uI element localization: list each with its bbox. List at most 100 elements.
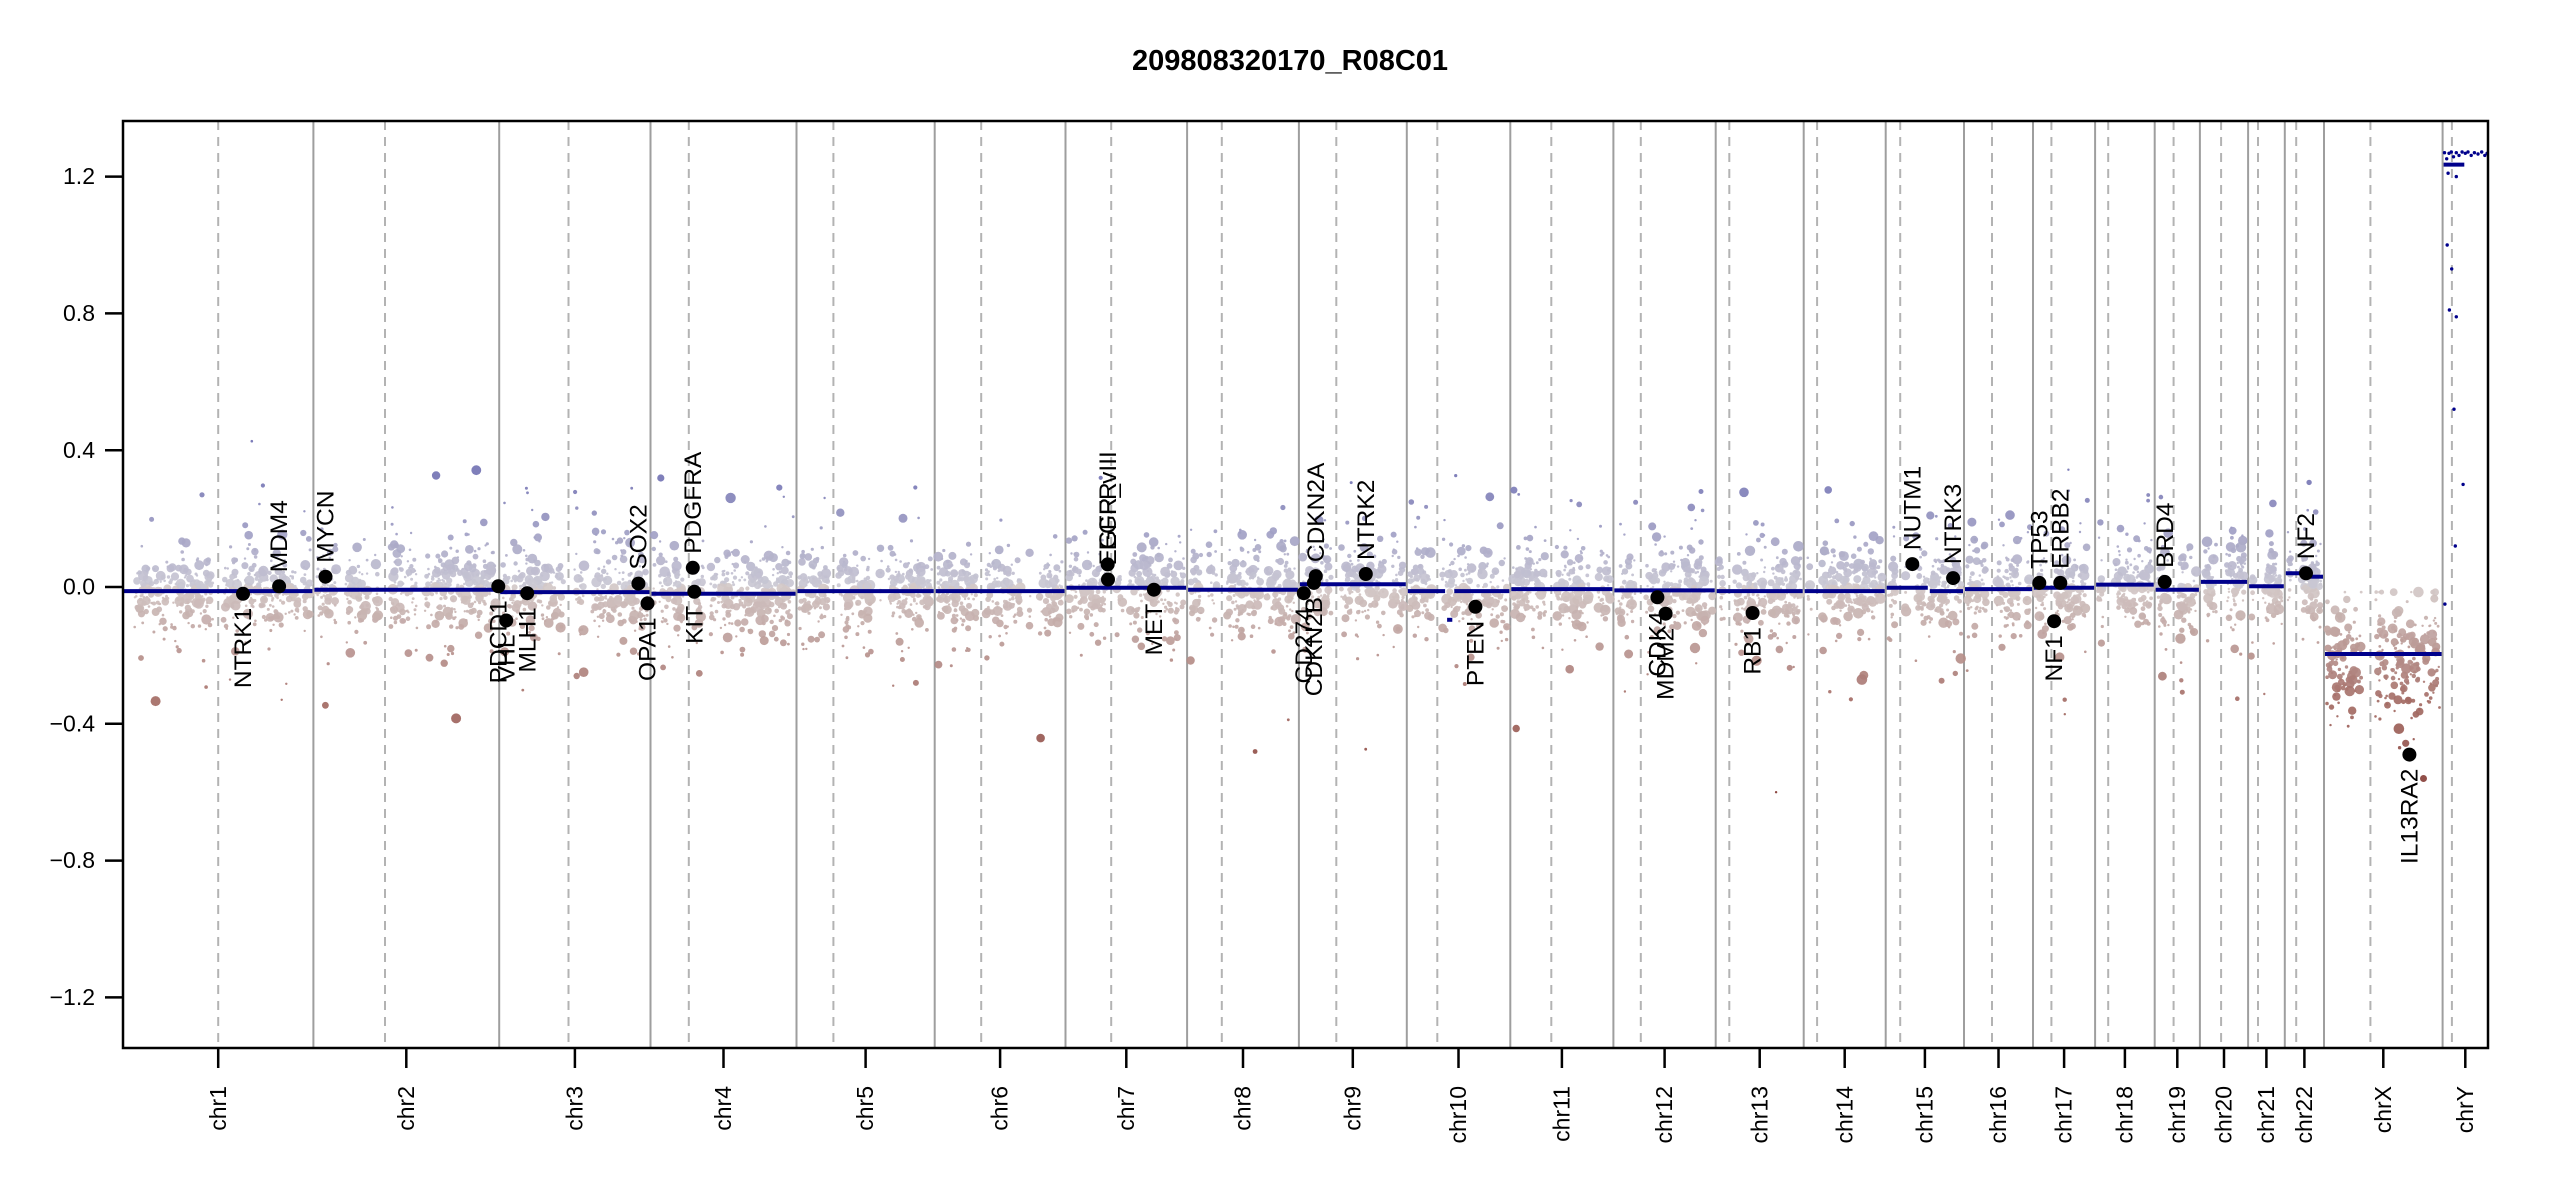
gene-marker-MYCN: MYCN (313, 491, 340, 584)
gene-dot-BRD4 (2157, 574, 2172, 589)
gene-label-KIT: KIT (681, 606, 708, 644)
axes-layer: 1.2 0.8 0.4 0.0 −0.4 −0.8 −1.2 chr1 chr2 chr3 chr4… (50, 163, 2478, 1143)
y-tick-label-−1.2: −1.2 (50, 984, 95, 1010)
scatter-chr2 (313, 465, 501, 724)
y-tick-label-0.4: 0.4 (63, 437, 95, 463)
scatter-chr16 (1963, 510, 2035, 672)
gene-marker-NF2: NF2 (2293, 513, 2320, 581)
gene-label-PTEN: PTEN (1462, 621, 1489, 686)
gene-dot-MET (1146, 582, 1161, 597)
scatter-chr21 (2247, 499, 2285, 696)
scatter-chr18 (2096, 493, 2156, 647)
gene-marker-NTRK2: NTRK2 (1353, 480, 1380, 581)
gene-label-MDM2: MDM2 (1653, 628, 1680, 700)
x-tick-label-chr9: chr9 (1339, 1086, 1365, 1131)
x-tick-label-chrX: chrX (2370, 1086, 2396, 1133)
gene-label-NTRK3: NTRK3 (1940, 484, 1967, 564)
gene-dot-PDCD1 (491, 579, 506, 594)
y-tick-label-0.0: 0.0 (63, 574, 95, 600)
gene-marker-SOX2: SOX2 (625, 504, 652, 591)
gene-dot-MYCN (318, 569, 333, 584)
gene-marker-OPA1: OPA1 (635, 596, 662, 681)
gene-marker-PTEN: PTEN (1462, 599, 1489, 686)
gene-dot-RB1 (1745, 606, 1760, 620)
x-tick-label-chr3: chr3 (561, 1086, 587, 1131)
gene-dot-NF1 (2047, 614, 2062, 629)
gene-marker-MDM4: MDM4 (266, 500, 293, 594)
gene-marker-MET: MET (1141, 582, 1168, 655)
gene-label-NTRK2: NTRK2 (1353, 480, 1380, 560)
scatter-chr11 (1508, 486, 1615, 733)
plot-border (121, 119, 2490, 1050)
gene-label-MDM4: MDM4 (266, 500, 293, 572)
grid-layer (217, 121, 2453, 1048)
scatter-chr22 (2286, 479, 2324, 644)
gene-label-PDGFRA: PDGFRA (680, 451, 707, 554)
gene-label-CDKN2B: CDKN2B (1301, 597, 1328, 696)
x-tick-label-chr13: chr13 (1746, 1086, 1772, 1144)
gene-label-IL13RA2: IL13RA2 (2396, 769, 2423, 864)
chart-title: 209808320170_R08C01 (1132, 45, 1448, 77)
scatter-chrY (2442, 150, 2489, 606)
x-tick-label-chr19: chr19 (2164, 1086, 2190, 1144)
gene-label-CDK4: CDK4 (1644, 611, 1671, 676)
gene-marker-ERBB2: ERBB2 (2047, 489, 2074, 590)
x-tick-label-chrY: chrY (2452, 1086, 2478, 1133)
gene-dot-MLH1 (520, 586, 535, 601)
gene-marker-KIT: KIT (681, 584, 708, 644)
gene-label-CDKN2A: CDKN2A (1303, 462, 1330, 562)
x-tick-label-chr5: chr5 (852, 1086, 878, 1131)
gene-label-OPA1: OPA1 (635, 617, 662, 681)
gene-label-TP53: TP53 (2026, 510, 2053, 569)
x-tick-label-chr12: chr12 (1651, 1086, 1677, 1144)
gene-marker-CDKN2A: CDKN2A (1303, 462, 1330, 584)
y-tick-label-0.8: 0.8 (63, 300, 95, 326)
y-tick-label-−0.4: −0.4 (50, 710, 96, 736)
gene-dot-NTRK2 (1358, 567, 1373, 581)
gene-dot-IL13RA2 (2402, 747, 2417, 762)
x-tick-label-chr18: chr18 (2111, 1086, 2137, 1144)
gene-label-ERBB2: ERBB2 (2047, 489, 2074, 569)
gene-label-SOX2: SOX2 (625, 504, 652, 569)
gene-dot-NF2 (2299, 566, 2313, 581)
scatter-chr5 (797, 485, 934, 687)
gene-dot-OPA1 (640, 596, 655, 611)
x-tick-label-chr10: chr10 (1445, 1086, 1471, 1144)
gene-dot-EGFR (1100, 557, 1115, 572)
gene-dot-CD274 (1296, 586, 1311, 601)
gene-marker-CDK4: CDK4 (1644, 590, 1671, 677)
gene-dot-CDKN2A (1308, 569, 1323, 584)
x-tick-label-chr21: chr21 (2253, 1086, 2279, 1144)
gene-label-NF2: NF2 (2293, 513, 2320, 559)
gene-label-EGFR: EGFR (1095, 482, 1122, 550)
gene-label-CD274: CD274 (1291, 607, 1318, 683)
gene-marker-MLH1: MLH1 (514, 586, 541, 673)
gene-marker-RB1: RB1 (1740, 606, 1767, 675)
gene-marker-MDM2: MDM2 (1653, 606, 1680, 700)
gene-marker-NTRK3: NTRK3 (1940, 484, 1967, 586)
scatter-chr10 (1406, 474, 1511, 686)
gene-marker-CD274: CD274 (1291, 586, 1318, 683)
gene-dot-CDK4 (1650, 590, 1665, 605)
gene-marker-NF1: NF1 (2041, 614, 2068, 681)
gene-dot-NTRK3 (1946, 571, 1961, 586)
scatter-chr6 (933, 518, 1065, 743)
gene-dot-MDM2 (1658, 606, 1673, 621)
gene-label-MYCN: MYCN (313, 491, 340, 563)
gene-dot-PDGFRA (685, 560, 700, 575)
gene-dot-MDM4 (272, 579, 287, 594)
segment-lines-layer (124, 162, 2465, 656)
x-tick-label-chr8: chr8 (1230, 1086, 1256, 1131)
gene-marker-EGFR_vIII: EGFR_vIII (1095, 451, 1122, 587)
gene-dot-KIT (687, 584, 702, 599)
scatter-chr4 (650, 474, 796, 677)
x-tick-label-chr14: chr14 (1831, 1086, 1857, 1144)
gene-dot-SOX2 (631, 576, 646, 591)
gene-dot-EGFR_vIII (1101, 572, 1115, 587)
x-tick-label-chr6: chr6 (987, 1086, 1013, 1131)
x-tick-label-chr16: chr16 (1985, 1086, 2011, 1144)
gene-label-BRD4: BRD4 (2152, 503, 2179, 568)
